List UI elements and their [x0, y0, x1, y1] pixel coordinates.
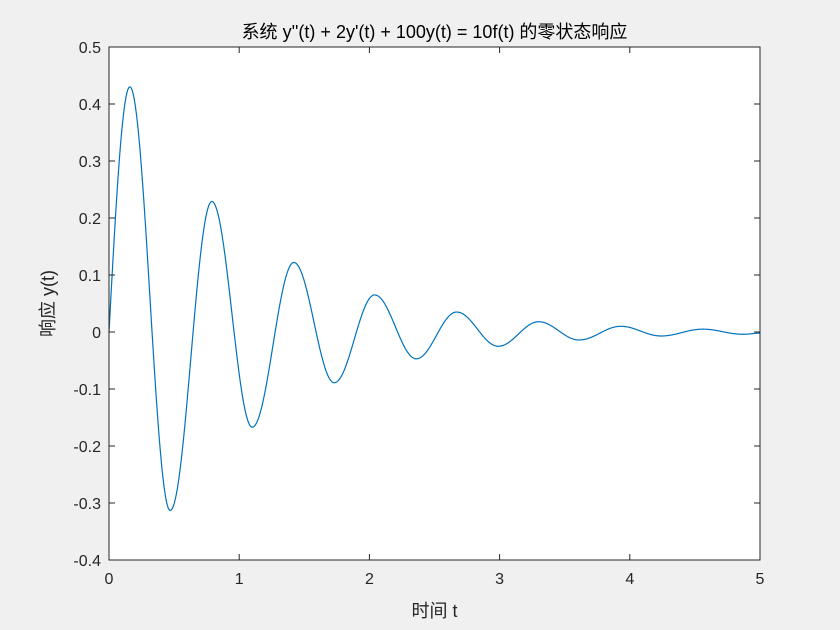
ticks-layer: 0 1 2 3 4 5 -0.4 -0.3 -0.2 -0.1 0 0.1 0.2 0.3 0.4 0.5 — [73, 40, 764, 588]
y-axis-label: 响应 y(t) — [38, 270, 58, 337]
y-tick-label: 0.4 — [79, 97, 101, 114]
y-tick-label: 0 — [92, 325, 101, 342]
y-tick-label: -0.2 — [73, 439, 101, 456]
y-tick-label: -0.1 — [73, 382, 101, 399]
x-tick-label: 1 — [235, 571, 244, 588]
y-tick-label: -0.4 — [73, 553, 101, 570]
x-tick-label: 2 — [365, 571, 374, 588]
axes-box — [108, 46, 761, 561]
x-tick-label: 0 — [105, 571, 114, 588]
y-tick-label: -0.3 — [73, 496, 101, 513]
y-tick-label: 0.2 — [79, 211, 101, 228]
y-tick-label: 0.3 — [79, 154, 101, 171]
y-tick-label: 0.1 — [79, 268, 101, 285]
response-curve — [108, 86, 760, 511]
x-tick-label: 5 — [756, 571, 765, 588]
x-tick-label: 3 — [495, 571, 504, 588]
plot-area — [109, 47, 760, 560]
y-tick-label: 0.5 — [79, 40, 101, 57]
x-axis-label: 时间 t — [411, 601, 457, 621]
x-tick-label: 4 — [625, 571, 634, 588]
chart-title: 系统 y''(t) + 2y'(t) + 100y(t) = 10f(t) 的零… — [242, 22, 628, 42]
series-layer — [108, 86, 760, 511]
